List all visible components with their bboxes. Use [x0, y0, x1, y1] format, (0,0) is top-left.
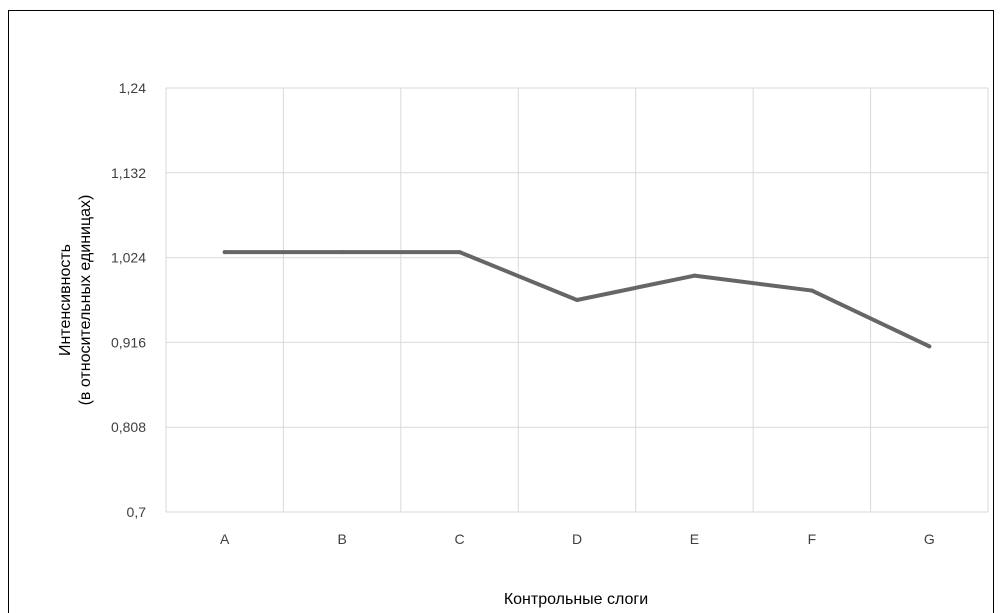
x-axis-tick-labels: A B C D E F G [220, 531, 935, 547]
y-tick-label: 0,808 [111, 419, 146, 435]
x-tick-label: G [924, 531, 935, 547]
data-point [340, 250, 345, 255]
y-tick-label: 1,24 [119, 80, 146, 96]
data-point [222, 250, 227, 255]
grid-lines [165, 87, 989, 513]
x-tick-label: B [337, 531, 346, 547]
x-tick-label: D [572, 531, 582, 547]
y-axis-tick-labels: 0,7 0,808 0,916 1,024 1,132 1,24 [111, 80, 146, 520]
y-tick-label: 0,916 [111, 334, 146, 350]
series-layer [222, 250, 932, 349]
y-tick-label: 1,024 [111, 250, 146, 266]
y-tick-label: 1,132 [111, 165, 146, 181]
y-axis-title-line-1: Интенсивность [57, 244, 74, 356]
x-axis-title: Контрольные слоги [504, 591, 648, 608]
y-tick-label: 0,7 [127, 504, 147, 520]
data-point [575, 298, 579, 302]
x-tick-label: E [690, 531, 699, 547]
y-axis-title: Интенсивность (в относительных единицах) [57, 195, 94, 406]
data-point [927, 344, 932, 349]
x-tick-label: C [455, 531, 465, 547]
x-tick-label: F [808, 531, 817, 547]
y-axis-title-line-2: (в относительных единицах) [77, 195, 94, 406]
data-point [457, 250, 462, 255]
x-tick-label: A [220, 531, 230, 547]
data-point [809, 288, 814, 293]
data-point [692, 273, 697, 278]
